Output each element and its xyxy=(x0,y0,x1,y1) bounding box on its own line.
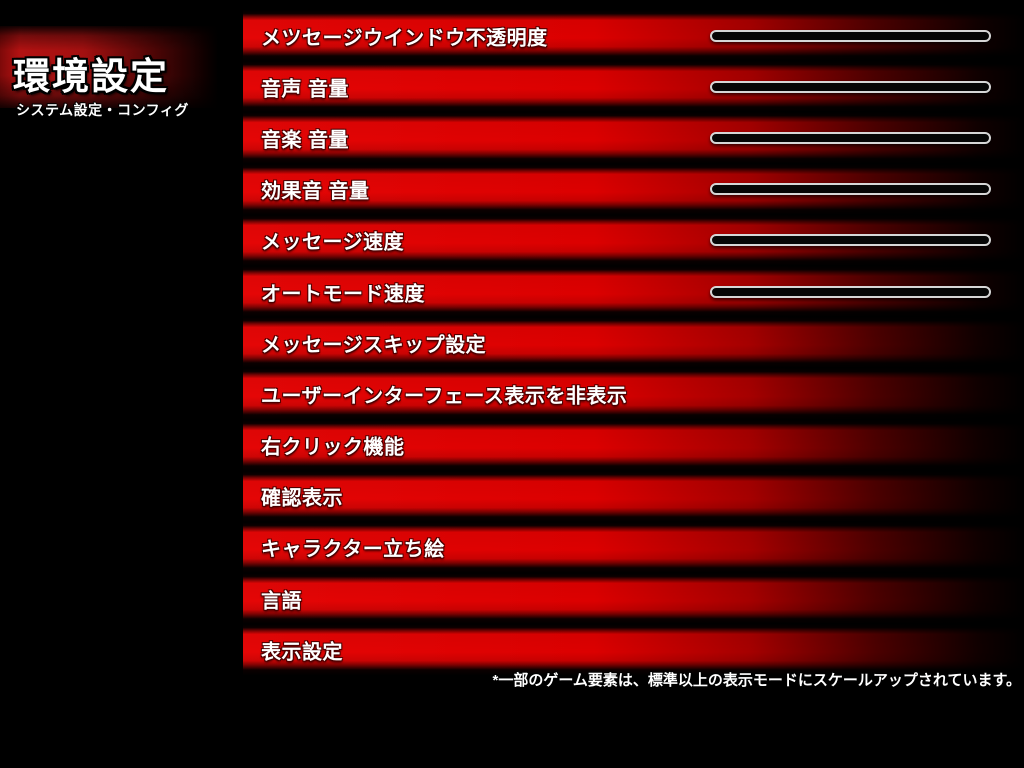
music-volume-slider[interactable] xyxy=(710,131,991,144)
setting-label: キャラクター立ち絵 xyxy=(261,538,445,561)
setting-label: 表示設定 xyxy=(261,641,343,664)
setting-label: オートモード速度 xyxy=(261,283,425,306)
setting-row-sfx-volume[interactable]: 効果音 音量 xyxy=(243,163,1024,215)
setting-row-message-window-opacity[interactable]: メツセージウインドウ不透明度 xyxy=(243,10,1024,62)
setting-label: 音声 音量 xyxy=(261,78,350,101)
setting-label: メッセージスキップ設定 xyxy=(261,334,487,357)
page-subtitle: システム設定・コンフィグ xyxy=(16,102,189,118)
setting-row-hide-ui[interactable]: ユーザーインターフェース表示を非表示 xyxy=(243,368,1024,420)
setting-label: 右クリック機能 xyxy=(261,436,405,459)
setting-label: ユーザーインターフェース表示を非表示 xyxy=(261,385,628,408)
settings-list: メツセージウインドウ不透明度 音声 音量 音楽 音量 効果音 音量 メッセージ速… xyxy=(243,10,1024,676)
setting-row-message-skip[interactable]: メッセージスキップ設定 xyxy=(243,317,1024,369)
setting-label: メツセージウインドウ不透明度 xyxy=(261,27,548,50)
message-speed-slider[interactable] xyxy=(710,234,991,247)
sfx-volume-slider[interactable] xyxy=(710,183,991,196)
setting-row-character-sprites[interactable]: キャラクター立ち絵 xyxy=(243,521,1024,574)
message-window-opacity-slider[interactable] xyxy=(710,29,991,42)
page-title: 環境設定 xyxy=(13,56,169,97)
setting-row-music-volume[interactable]: 音楽 音量 xyxy=(243,112,1024,164)
auto-mode-speed-slider[interactable] xyxy=(710,285,991,298)
setting-row-language[interactable]: 言語 xyxy=(243,573,1024,625)
title-banner: 環境設定 システム設定・コンフィグ xyxy=(0,26,218,118)
voice-volume-slider[interactable] xyxy=(710,80,991,93)
setting-row-auto-mode-speed[interactable]: オートモード速度 xyxy=(243,265,1024,318)
scaling-footnote: *一部のゲーム要素は、標準以上の表示モードにスケールアップされています。 xyxy=(492,672,1021,689)
setting-label: 言語 xyxy=(261,590,302,613)
setting-row-display-settings[interactable]: 表示設定 xyxy=(243,624,1024,676)
setting-label: 音楽 音量 xyxy=(261,129,350,152)
setting-label: メッセージ速度 xyxy=(261,231,405,254)
setting-label: 効果音 音量 xyxy=(261,180,370,203)
setting-row-confirmation-display[interactable]: 確認表示 xyxy=(243,470,1024,523)
setting-row-voice-volume[interactable]: 音声 音量 xyxy=(243,61,1024,113)
setting-row-message-speed[interactable]: メッセージ速度 xyxy=(243,214,1024,267)
setting-label: 確認表示 xyxy=(261,487,343,510)
setting-row-right-click-function[interactable]: 右クリック機能 xyxy=(243,419,1024,471)
